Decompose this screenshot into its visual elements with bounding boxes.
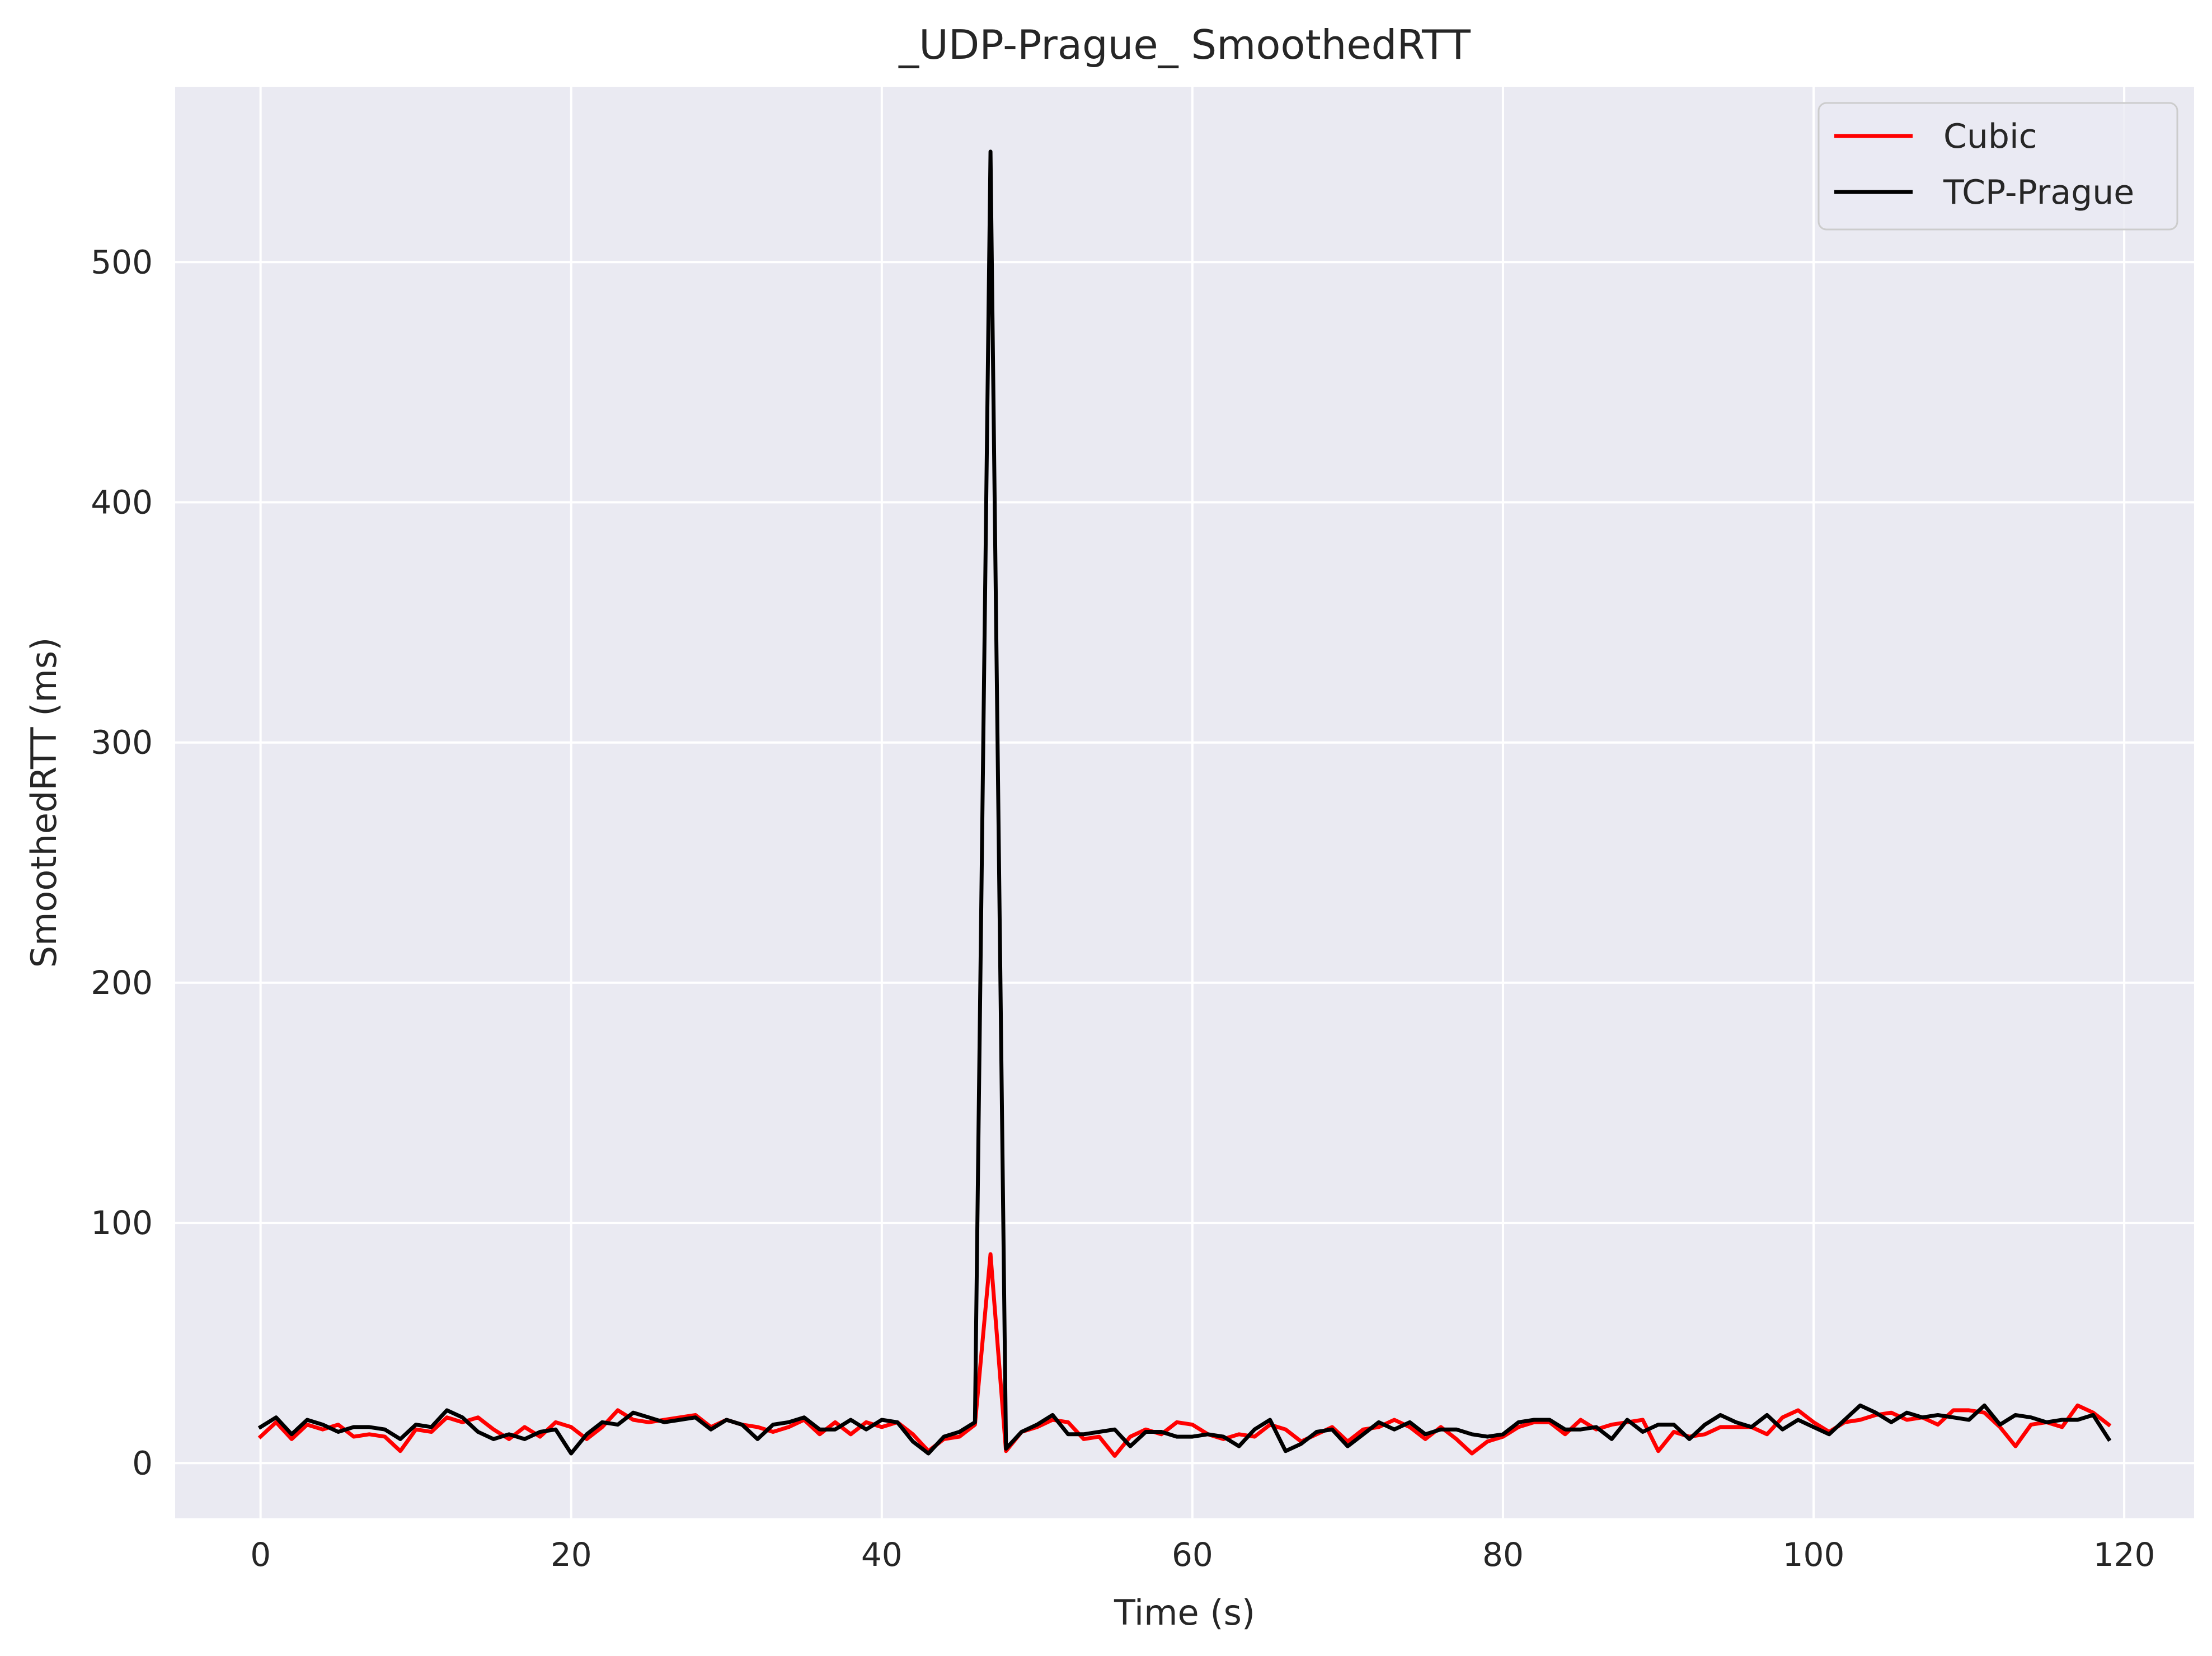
legend: Cubic TCP-Prague — [1817, 102, 2178, 231]
series-lines — [257, 149, 2112, 1458]
y-axis-label: SmoothedRTT (ms) — [24, 637, 64, 968]
chart-title: _UDP-Prague_ SmoothedRTT — [898, 21, 1471, 68]
series-line-tcp-prague — [257, 149, 2112, 1456]
x-axis-label: Time (s) — [1114, 1592, 1255, 1633]
y-tick-label: 0 — [132, 1444, 153, 1482]
y-tick-label: 400 — [91, 484, 153, 522]
x-tick-label: 100 — [1783, 1536, 1845, 1574]
grid-lines — [175, 87, 2194, 1518]
tick-labels: 0 20 40 60 80 100 120 0 100 200 300 400 500 — [91, 243, 2155, 1574]
series-line-cubic — [257, 1252, 2112, 1458]
plot-background — [175, 87, 2194, 1518]
x-tick-label: 60 — [1172, 1536, 1213, 1574]
x-tick-label: 80 — [1482, 1536, 1524, 1574]
x-tick-label: 20 — [551, 1536, 592, 1574]
y-tick-label: 200 — [91, 964, 153, 1002]
y-tick-label: 500 — [91, 243, 153, 281]
y-tick-label: 100 — [91, 1204, 153, 1242]
legend-label-tcp-prague: TCP-Prague — [1943, 173, 2134, 212]
legend-label-cubic: Cubic — [1943, 117, 2037, 156]
y-tick-label: 300 — [91, 724, 153, 762]
x-tick-label: 120 — [2093, 1536, 2155, 1574]
x-tick-label: 40 — [861, 1536, 903, 1574]
x-tick-label: 0 — [250, 1536, 271, 1574]
